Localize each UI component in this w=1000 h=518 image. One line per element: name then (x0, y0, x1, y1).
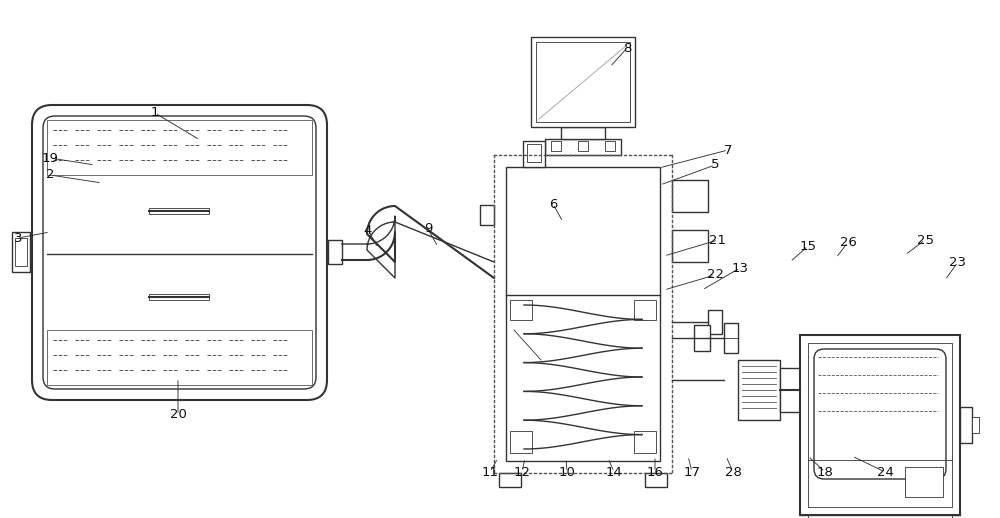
Bar (808, 343, 952, 507)
Text: 2: 2 (46, 168, 54, 181)
Bar (672, 230, 708, 262)
Text: 11: 11 (482, 466, 498, 479)
Bar (506, 167, 660, 461)
Bar (672, 180, 708, 212)
Text: 25: 25 (916, 234, 934, 247)
Bar (523, 141, 545, 167)
Bar (905, 467, 943, 497)
Text: 28: 28 (725, 466, 741, 479)
Bar (634, 431, 656, 453)
Text: 7: 7 (724, 143, 732, 156)
Bar (149, 294, 209, 300)
FancyBboxPatch shape (32, 105, 327, 400)
Text: 6: 6 (549, 197, 557, 210)
Bar (12, 232, 30, 272)
Bar (808, 515, 952, 518)
Bar (724, 323, 738, 353)
Bar (545, 139, 621, 155)
Bar (551, 141, 561, 151)
Text: 15: 15 (800, 239, 816, 252)
Text: 8: 8 (623, 41, 631, 54)
Bar (972, 417, 979, 433)
Text: 14: 14 (606, 466, 622, 479)
Bar (960, 407, 972, 443)
Text: 1: 1 (151, 107, 159, 120)
Bar (645, 473, 667, 487)
Text: 13: 13 (732, 262, 748, 275)
Text: 26: 26 (840, 236, 856, 249)
Bar (536, 42, 630, 122)
Bar (800, 335, 960, 515)
Text: 19: 19 (42, 151, 58, 165)
Bar (738, 360, 780, 420)
FancyBboxPatch shape (43, 116, 316, 389)
Text: 22: 22 (706, 268, 724, 281)
Text: 5: 5 (711, 159, 719, 171)
Text: 20: 20 (170, 409, 186, 422)
Bar (578, 141, 588, 151)
FancyBboxPatch shape (814, 349, 946, 479)
Bar (149, 208, 209, 214)
Text: 17: 17 (684, 466, 700, 479)
Text: 3: 3 (14, 232, 22, 244)
Bar (561, 127, 605, 139)
Text: 4: 4 (364, 223, 372, 237)
Text: 10: 10 (559, 466, 575, 479)
Bar (510, 300, 532, 320)
Text: 24: 24 (877, 466, 893, 479)
Bar (510, 431, 532, 453)
Bar (47, 120, 312, 175)
Bar (480, 205, 494, 225)
Bar (47, 330, 312, 385)
Bar (708, 310, 722, 334)
Bar (634, 300, 656, 320)
Text: 16: 16 (647, 466, 663, 479)
Bar (527, 144, 541, 162)
Bar (15, 238, 27, 266)
Bar (605, 141, 615, 151)
Text: 18: 18 (817, 466, 833, 479)
Bar (499, 473, 521, 487)
Text: 23: 23 (950, 255, 966, 268)
Bar (694, 325, 710, 351)
Text: 12: 12 (514, 466, 530, 479)
Text: 9: 9 (424, 223, 432, 236)
Bar (531, 37, 635, 127)
Text: 21: 21 (710, 234, 726, 247)
Bar (328, 240, 342, 264)
Bar (780, 368, 800, 412)
